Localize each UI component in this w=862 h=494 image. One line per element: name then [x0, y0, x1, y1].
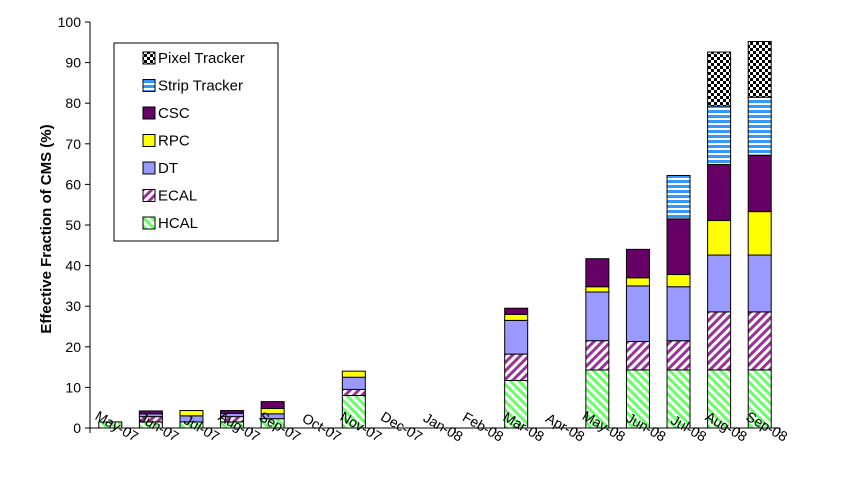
- x-tick-label: Jan-08: [421, 409, 466, 444]
- bar-stacks: [98, 40, 772, 429]
- bar-segment-rpc: [504, 313, 529, 321]
- bar-segment-dt: [625, 285, 650, 343]
- x-tick-label: Dec-07: [378, 408, 425, 445]
- bar-segment-csc: [260, 401, 285, 410]
- y-axis-title: Effective Fraction of CMS (%): [38, 124, 55, 333]
- bar-segment-ecal: [666, 340, 691, 371]
- bar-segment-ecal: [747, 311, 772, 371]
- bar-segment-rpc: [341, 370, 366, 378]
- y-axis-ticks: 0 10 20 30 40 50 60 70 80 90 100: [58, 14, 90, 436]
- y-tick-label: 80: [65, 95, 81, 111]
- legend-box: [113, 42, 279, 242]
- legend-label-rpc: RPC: [158, 133, 190, 150]
- legend-label-hcal: HCAL: [158, 215, 198, 232]
- legend-swatch-hcal: [142, 216, 156, 230]
- bar-segment-strip-tracker: [666, 174, 691, 220]
- legend-swatch-ecal: [142, 189, 156, 202]
- y-tick-label: 50: [65, 217, 81, 233]
- bar-segment-strip-tracker: [707, 105, 732, 166]
- bar-segment-pixel-tracker: [747, 40, 772, 98]
- bar-segment-dt: [747, 254, 772, 313]
- bar-segment-rpc: [666, 274, 691, 288]
- y-tick-label: 90: [65, 55, 81, 71]
- legend-swatch-strip-tracker: [142, 79, 156, 92]
- bar-segment-ecal: [341, 388, 366, 397]
- x-tick-label: Apr-08: [543, 410, 588, 445]
- bar-segment-dt: [585, 291, 610, 342]
- legend: Pixel Tracker Strip Tracker CSC RPC DT ECAL HC…: [113, 42, 279, 242]
- legend-label-dt: DT: [158, 160, 178, 177]
- bar-segment-csc: [707, 164, 732, 222]
- bar-segment-dt: [666, 286, 691, 342]
- bar-segment-csc: [138, 410, 163, 415]
- bar-segment-dt: [707, 254, 732, 313]
- bar-segment-csc: [625, 248, 650, 279]
- bar-segment-dt: [341, 376, 366, 390]
- y-tick-label: 10: [65, 379, 81, 395]
- x-tick-label: Feb-08: [460, 409, 507, 445]
- bar-segment-csc: [666, 218, 691, 276]
- legend-label-csc: CSC: [158, 105, 190, 122]
- bar-segment-rpc: [707, 220, 732, 256]
- bar-segment-ecal: [504, 353, 529, 381]
- y-tick-label: 40: [65, 258, 81, 274]
- legend-label-pixel-tracker: Pixel Tracker: [158, 50, 245, 67]
- bar-segment-pixel-tracker: [707, 51, 732, 107]
- legend-swatch-csc: [142, 106, 156, 120]
- y-tick-label: 30: [65, 298, 81, 314]
- legend-swatch-rpc: [142, 134, 156, 147]
- bar-segment-rpc: [747, 211, 772, 256]
- bar-segment-ecal: [585, 340, 610, 371]
- bar-segment-csc: [220, 410, 245, 414]
- y-tick-label: 0: [73, 420, 81, 436]
- bar-segment-csc: [504, 307, 529, 315]
- bar-segment-rpc: [625, 277, 650, 287]
- bar-segment-ecal: [707, 311, 732, 371]
- y-tick-label: 60: [65, 176, 81, 192]
- bar-segment-rpc: [179, 410, 204, 417]
- y-tick-label: 20: [65, 339, 81, 355]
- y-tick-label: 70: [65, 136, 81, 152]
- legend-label-strip-tracker: Strip Tracker: [158, 78, 243, 95]
- legend-label-ecal: ECAL: [158, 188, 197, 205]
- bar-segment-dt: [504, 319, 529, 355]
- y-tick-label: 100: [58, 14, 82, 30]
- legend-swatch-dt: [142, 161, 156, 175]
- bar-segment-rpc: [585, 286, 610, 293]
- bar-segment-strip-tracker: [747, 96, 772, 156]
- bar-segment-csc: [747, 154, 772, 213]
- legend-swatch-pixel-tracker: [142, 51, 156, 65]
- bar-segment-csc: [585, 258, 610, 288]
- bar-segment-ecal: [625, 341, 650, 371]
- x-tick-label: Oct-07: [300, 410, 345, 445]
